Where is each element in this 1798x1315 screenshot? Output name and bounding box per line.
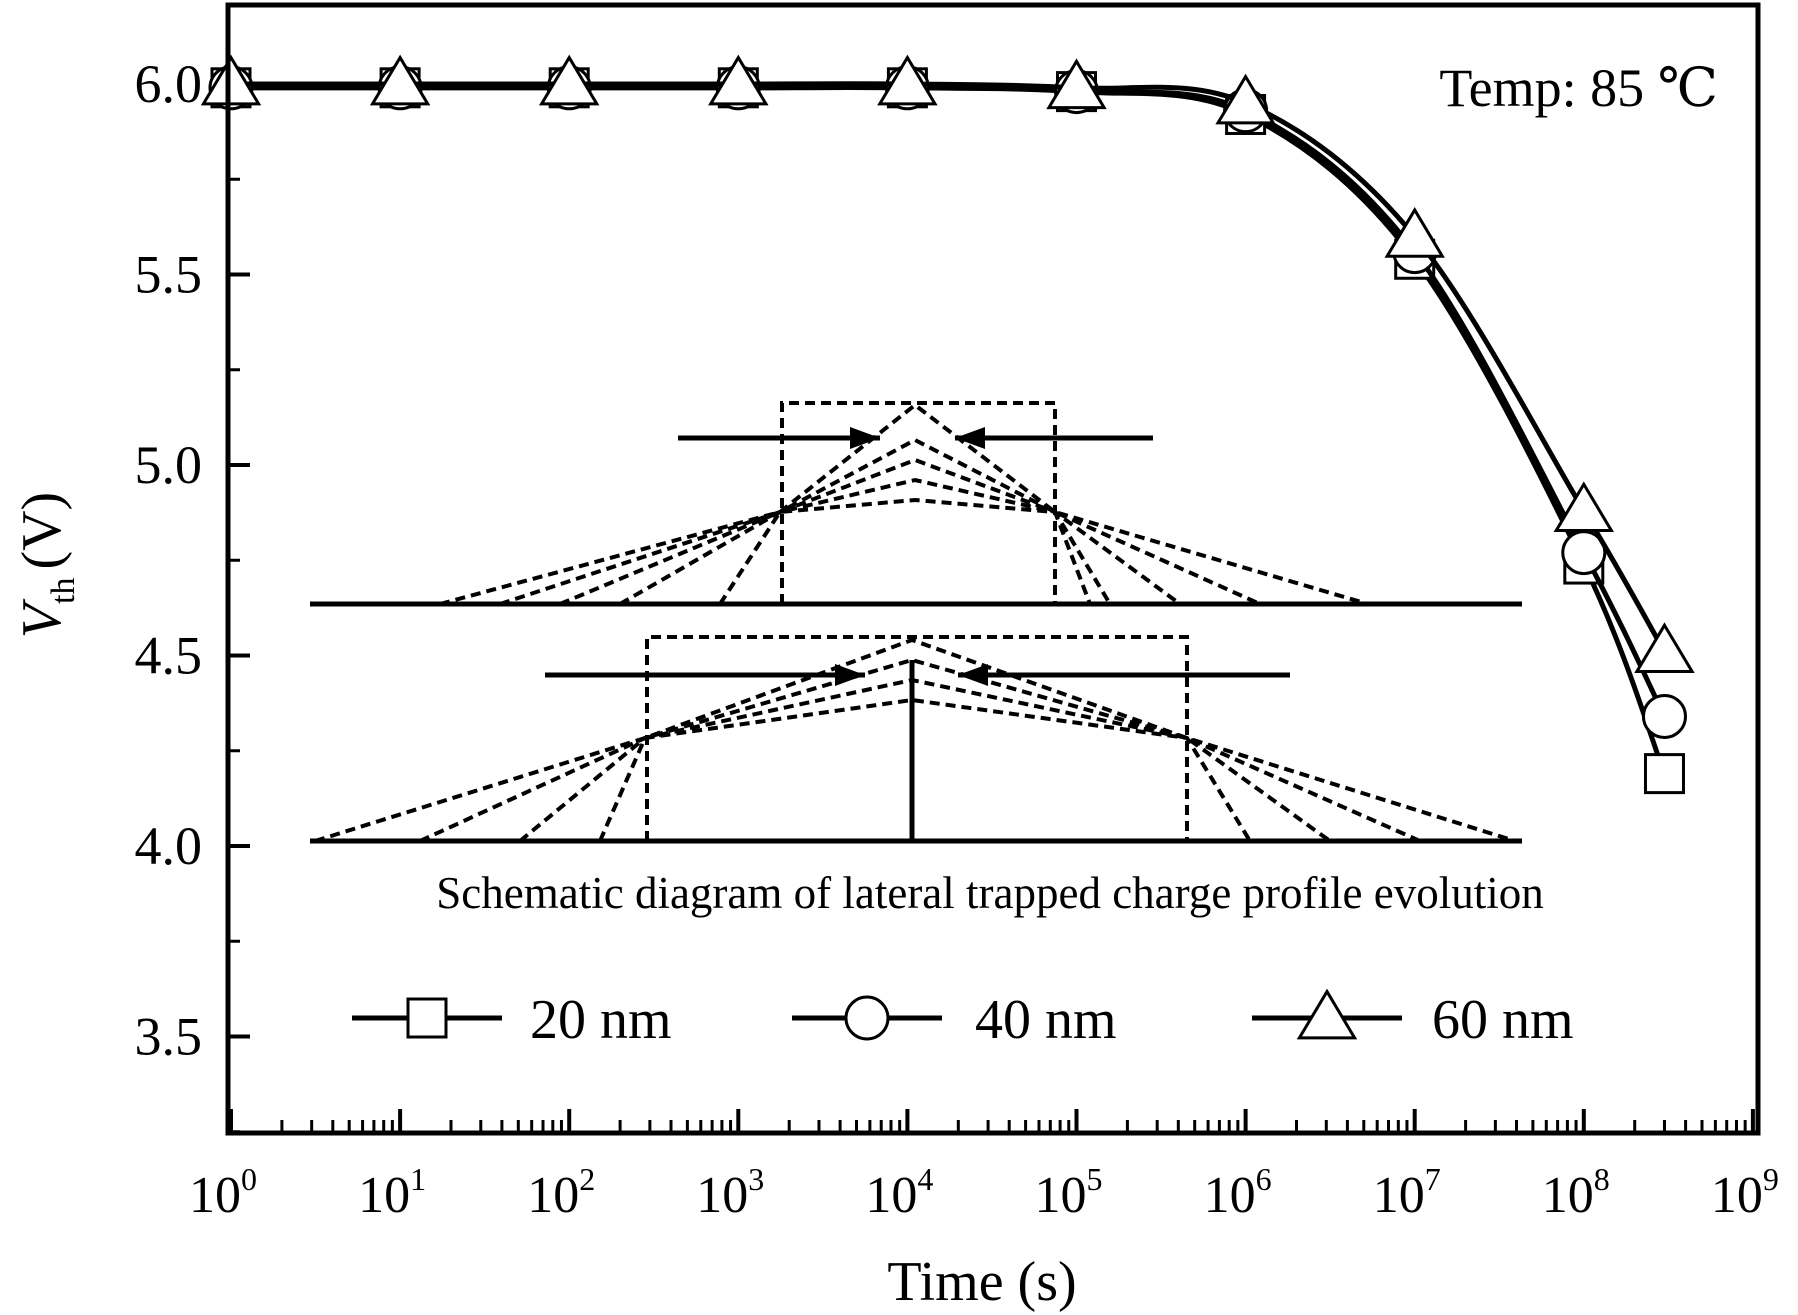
tick-layer: 100 101 102 103 104 105 106 107 108 1093.54.04.55… <box>135 54 1779 1224</box>
inset-lower-arrow-right-head <box>835 664 865 686</box>
inset-upper-profile-4 <box>619 477 1112 606</box>
data-point-60-nm <box>1215 73 1276 125</box>
data-point-20-nm <box>1643 753 1685 795</box>
x-tick-base: 10 <box>1542 1167 1594 1224</box>
x-tick-exponent: 0 <box>241 1161 257 1197</box>
legend-label: 40 nm <box>975 989 1117 1051</box>
legend-marker <box>1296 988 1358 1040</box>
x-tick-label: 109 <box>1711 1161 1779 1224</box>
legend-marker <box>406 997 448 1039</box>
x-tick-label: 100 <box>189 1161 257 1224</box>
x-tick-exponent: 5 <box>1087 1161 1103 1197</box>
y-axis-label-symbol: V <box>11 598 73 638</box>
x-tick-base: 10 <box>189 1167 241 1224</box>
data-point-60-nm <box>1046 58 1107 110</box>
y-tick-label: 3.5 <box>135 1007 203 1067</box>
plot-frame <box>225 2 1761 1136</box>
inset-upper-profile-2 <box>499 437 1261 606</box>
x-tick-label: 102 <box>527 1161 595 1224</box>
temperature-annotation: Temp: 85 ℃ <box>1439 58 1718 118</box>
series-line-40-nm <box>230 85 1667 718</box>
x-tick-label: 106 <box>1204 1161 1272 1224</box>
inset-lower-arrow-left-head <box>958 664 988 686</box>
x-tick-exponent: 3 <box>748 1161 764 1197</box>
x-tick-label: 103 <box>696 1161 764 1224</box>
inset-upper-profile-5 <box>718 497 1092 606</box>
data-point-60-nm <box>200 54 262 106</box>
inset-upper-profile-1 <box>439 402 1369 606</box>
x-tick-base: 10 <box>1711 1167 1763 1224</box>
data-point-40-nm <box>1641 693 1687 739</box>
x-tick-base: 10 <box>1204 1167 1256 1224</box>
inset-schematic <box>310 401 1522 844</box>
x-tick-exponent: 4 <box>917 1161 933 1197</box>
y-tick-label: 6.0 <box>135 54 203 114</box>
y-axis-label-unit: (V) <box>11 492 73 570</box>
data-point-60-nm <box>369 54 431 106</box>
x-tick-exponent: 2 <box>579 1161 595 1197</box>
x-tick-exponent: 8 <box>1594 1161 1610 1197</box>
x-tick-label: 107 <box>1373 1161 1441 1224</box>
x-tick-base: 10 <box>1373 1167 1425 1224</box>
data-point-60-nm <box>1634 622 1695 674</box>
data-point-60-nm <box>877 54 938 106</box>
x-tick-base: 10 <box>1035 1167 1087 1224</box>
x-tick-label: 105 <box>1035 1161 1103 1224</box>
inset-upper-profile-3 <box>559 457 1182 606</box>
series-layer <box>200 54 1695 795</box>
x-tick-base: 10 <box>696 1167 748 1224</box>
x-tick-exponent: 9 <box>1763 1161 1779 1197</box>
data-point-60-nm <box>538 54 600 106</box>
x-tick-base: 10 <box>865 1167 917 1224</box>
y-tick-label: 5.0 <box>135 435 203 495</box>
inset-caption: Schematic diagram of lateral trapped cha… <box>436 868 1543 918</box>
y-axis-label-subscript: th <box>45 578 82 604</box>
y-tick-label: 5.5 <box>135 245 203 305</box>
x-tick-exponent: 6 <box>1256 1161 1272 1197</box>
y-axis-label: Vth (V) <box>11 492 82 638</box>
data-point-60-nm <box>1384 207 1445 258</box>
inset-lower-profile-1 <box>314 637 1516 843</box>
series-line-60-nm <box>231 81 1667 653</box>
legend-label: 20 nm <box>530 989 672 1051</box>
legend-entry: 40 nm <box>792 989 1117 1051</box>
x-tick-base: 10 <box>358 1167 410 1224</box>
inset-lower-profile-2 <box>419 657 1421 843</box>
data-point-60-nm <box>708 54 769 106</box>
x-tick-label: 101 <box>358 1161 426 1224</box>
x-axis-label: Time (s) <box>887 1251 1076 1313</box>
x-tick-exponent: 1 <box>410 1161 426 1197</box>
legend-label: 60 nm <box>1432 989 1574 1051</box>
inset-upper-arrow-left-head <box>955 427 985 449</box>
inset-upper-box <box>780 401 1057 604</box>
x-tick-base: 10 <box>527 1167 579 1224</box>
data-point-60-nm <box>1553 481 1615 533</box>
y-tick-label: 4.5 <box>135 626 203 686</box>
y-tick-label: 4.0 <box>135 816 203 876</box>
legend-entry: 60 nm <box>1252 988 1574 1051</box>
inset-lower-box <box>645 635 1189 841</box>
x-tick-label: 104 <box>865 1161 933 1224</box>
legend-marker <box>844 995 890 1041</box>
x-tick-exponent: 7 <box>1425 1161 1441 1197</box>
inset-lower-profile-3 <box>518 677 1332 843</box>
inset-upper-arrow-right-head <box>850 427 880 449</box>
legend-entry: 20 nm <box>352 989 672 1051</box>
legend: 20 nm 40 nm 60 nm <box>352 988 1574 1051</box>
inset-lower-profile-4 <box>598 697 1252 843</box>
x-tick-label: 108 <box>1542 1161 1610 1224</box>
